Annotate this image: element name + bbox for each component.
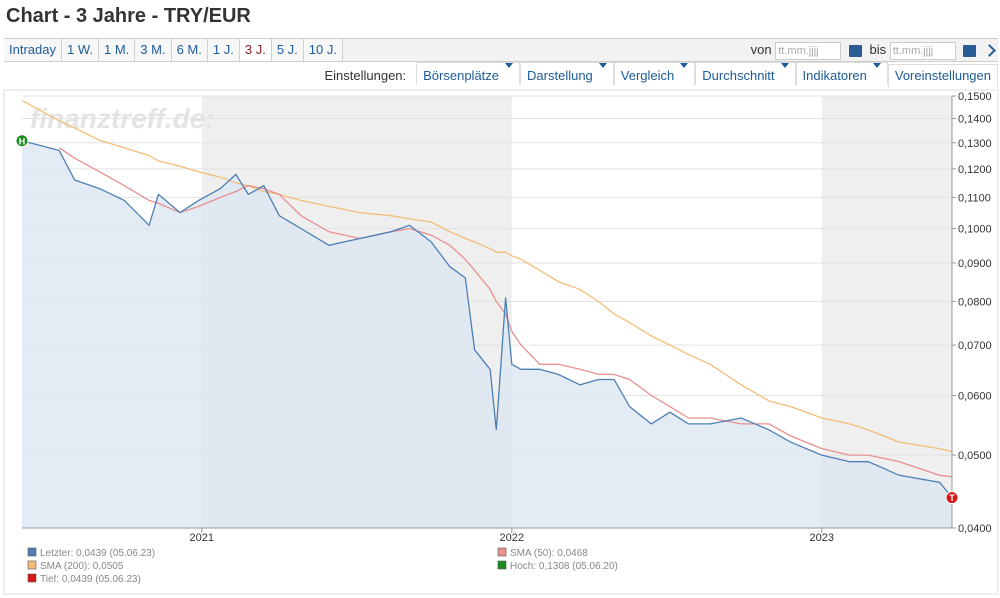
tab[interactable]: 3 M. [135,39,172,61]
menu[interactable]: Börsenplätze [416,62,521,85]
y-tick-label: 0,1100 [958,192,991,204]
menu-label: Voreinstellungen [894,67,991,83]
legend-swatch [27,560,37,570]
from-input[interactable]: tt.mm.jjjj [775,41,842,60]
line [21,99,953,453]
dropdown-arrow [680,63,689,90]
y-tick-label: 0,1400 [958,114,992,126]
marker-label: H [19,136,26,146]
legend-swatch [27,573,37,583]
legend-label: Tief: 0,0439 (05.06.23) [40,574,141,585]
y-tick-label: 0,0400 [958,523,992,535]
area [22,140,952,529]
menu-label: Indikatoren [802,67,867,83]
menu[interactable]: Indikatoren [795,62,888,85]
tab[interactable]: 3 J. [239,39,272,61]
tab-bar: Intraday 1 W. 1 M. 3 M. 6 M. 1 J. 3 J. 5 J. 10 J… [4,38,998,62]
extreme-marker [15,134,29,148]
y-tick-label: 0,0500 [958,450,992,462]
line [21,140,953,499]
menu-bar: Einstellungen: Börsenplätze Darstellung Ver… [324,62,998,87]
extreme-marker [945,491,959,505]
y-tick-label: 0,1300 [958,138,992,150]
tab[interactable]: 5 J. [271,39,304,61]
dropdown-arrow [505,63,514,90]
y-tick-label: 0,0800 [958,296,992,308]
x-tick-label: 2023 [810,532,834,544]
legend-swatch [497,547,507,557]
y-tick-label: 0,0700 [958,340,992,352]
tab[interactable]: Intraday [4,39,62,61]
tab[interactable]: 6 M. [171,39,208,61]
legend-label: Hoch: 0,1308 (05.06.20) [510,561,618,572]
legend-swatch [27,547,37,557]
menu-label: Durchschnitt [702,67,775,83]
menu[interactable]: Durchschnitt [695,62,796,85]
y-tick-label: 0,0600 [958,390,992,402]
tab[interactable]: 1 M. [99,39,136,61]
y-tick-label: 0,1000 [958,224,992,236]
menu-label: Darstellung [527,67,593,83]
legend-swatch [497,560,507,570]
y-tick-label: 0,1500 [958,91,992,103]
menu-label: Vergleich [620,67,675,83]
x-tick-label: 2022 [500,532,524,544]
settings-label: Einstellungen: [324,67,407,83]
legend-label: SMA (200): 0,0505 [40,561,124,572]
page-title: Chart - 3 Jahre - TRY/EUR [6,5,251,27]
from-label: von [750,42,772,57]
dropdown-arrow [872,63,881,90]
y-tick-label: 0,1200 [958,164,992,176]
menu-label: Börsenplätze [423,67,500,83]
y-tick-label: 0,0900 [958,258,992,270]
to-input[interactable]: tt.mm.jjjj [889,41,956,60]
dropdown-arrow [780,63,789,90]
date-range: von tt.mm.jjjj bis tt.mm.jjjj [750,39,996,61]
tab[interactable]: 1 W. [61,39,99,61]
menu[interactable]: Darstellung [520,62,614,85]
menu[interactable]: Vergleich [613,62,696,85]
legend-label: Letzter: 0,0439 (05.06.23) [40,548,155,559]
year-band [821,96,952,528]
calendar-icon[interactable] [848,44,862,57]
calendar-icon[interactable] [963,44,977,57]
to-label: bis [869,42,887,57]
marker-label: T [949,493,955,503]
tab[interactable]: 10 J. [303,39,343,61]
legend-label: SMA (50): 0,0468 [510,548,588,559]
menu[interactable]: Voreinstellungen [887,63,998,87]
x-tick-label: 2021 [190,532,214,544]
dropdown-arrow [598,63,607,90]
tab[interactable]: 1 J. [207,39,240,61]
